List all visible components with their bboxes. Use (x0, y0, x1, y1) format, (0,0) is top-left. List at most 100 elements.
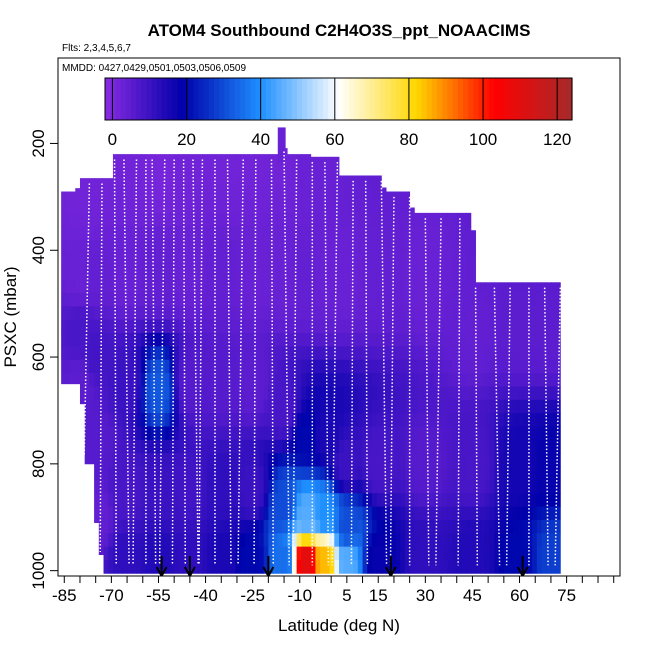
heatmap-cell (136, 199, 142, 214)
heatmap-cell (235, 252, 241, 267)
heatmap-cell (160, 199, 166, 214)
heatmap-cell (517, 333, 524, 347)
heatmap-cell (550, 359, 557, 374)
heatmap-cell (249, 439, 255, 454)
heatmap-cell (235, 359, 241, 374)
heatmap-cell (112, 266, 119, 281)
heatmap-cell (348, 252, 354, 267)
heatmap-cell (381, 479, 387, 494)
heatmap-cell (339, 346, 345, 361)
heatmap-cell (282, 266, 288, 281)
heatmap-cell (287, 212, 293, 227)
heatmap-cell (94, 252, 100, 267)
flight-profile-trace (474, 287, 479, 566)
heatmap-cell (145, 212, 152, 227)
heatmap-cell (452, 226, 458, 240)
heatmap-cell (155, 239, 161, 254)
heatmap-cell (244, 212, 250, 227)
heatmap-cell (324, 306, 330, 321)
heatmap-cell (409, 493, 415, 507)
colorbar-cell (141, 78, 148, 120)
heatmap-cell (395, 439, 401, 454)
heatmap-cell (489, 346, 495, 361)
heatmap-cell (324, 266, 330, 281)
heatmap-cell (475, 399, 481, 414)
heatmap-cell (489, 466, 495, 481)
heatmap-cell (480, 426, 486, 441)
heatmap-cell (75, 292, 81, 307)
heatmap-cell (362, 426, 368, 441)
heatmap-cell (301, 239, 307, 254)
heatmap-cell (306, 239, 312, 254)
heatmap-cell (112, 466, 119, 481)
heatmap-cell (84, 178, 90, 187)
heatmap-cell (268, 172, 274, 187)
heatmap-cell (517, 282, 524, 294)
heatmap-cell (353, 493, 359, 507)
heatmap-cell (188, 239, 194, 254)
heatmap-cell (423, 466, 429, 481)
heatmap-cell (343, 266, 349, 281)
colorbar-cell (255, 78, 262, 120)
heatmap-cell (339, 479, 345, 494)
heatmap-cell (230, 226, 236, 240)
heatmap-cell (371, 413, 378, 427)
heatmap-cell (235, 453, 241, 467)
heatmap-cell (433, 413, 439, 427)
heatmap-cell (423, 426, 429, 441)
heatmap-cell (188, 199, 194, 214)
heatmap-cell (334, 319, 340, 334)
heatmap-cell (381, 212, 387, 227)
heatmap-cell (221, 506, 227, 521)
heatmap-cell (452, 559, 458, 574)
heatmap-cell (273, 279, 279, 294)
heatmap-cell (301, 292, 307, 307)
heatmap-cell (404, 306, 411, 321)
heatmap-cell (306, 333, 312, 347)
heatmap-cell (235, 346, 241, 361)
heatmap-cell (127, 212, 133, 227)
heatmap-cell (273, 493, 279, 507)
heatmap-cell (160, 519, 166, 534)
heatmap-cell (362, 519, 368, 534)
heatmap-cell (466, 546, 472, 561)
heatmap-cell (178, 172, 184, 187)
heatmap-cell (306, 559, 312, 574)
heatmap-cell (268, 493, 274, 507)
heatmap-cell (150, 519, 156, 534)
heatmap-cell (409, 239, 415, 254)
heatmap-cell (164, 186, 170, 200)
heatmap-cell (527, 386, 533, 401)
heatmap-cell (339, 559, 345, 574)
heatmap-cell (221, 199, 227, 214)
heatmap-cell (541, 519, 547, 534)
heatmap-cell (461, 399, 467, 414)
heatmap-cell (484, 519, 491, 534)
heatmap-cell (320, 559, 326, 574)
heatmap-cell (386, 399, 392, 414)
heatmap-cell (273, 306, 279, 321)
heatmap-cell (546, 292, 552, 307)
heatmap-cell (503, 493, 509, 507)
heatmap-cell (150, 154, 156, 160)
heatmap-cell (122, 333, 128, 347)
heatmap-cell (207, 439, 213, 454)
heatmap-cell (428, 413, 434, 427)
heatmap-cell (174, 413, 180, 427)
heatmap-cell (127, 413, 133, 427)
heatmap-cell (193, 439, 199, 454)
heatmap-cell (437, 413, 444, 427)
heatmap-cell (150, 359, 156, 374)
heatmap-cell (155, 466, 161, 481)
heatmap-cell (536, 386, 542, 401)
heatmap-cell (452, 292, 458, 307)
heatmap-cell (296, 506, 302, 521)
heatmap-cell (522, 346, 528, 361)
heatmap-cell (211, 519, 217, 534)
heatmap-cell (296, 479, 302, 494)
heatmap-cell (174, 199, 180, 214)
heatmap-cell (164, 399, 170, 414)
heatmap-cell (339, 519, 345, 534)
heatmap-cell (193, 413, 199, 427)
heatmap-cell (103, 373, 109, 387)
